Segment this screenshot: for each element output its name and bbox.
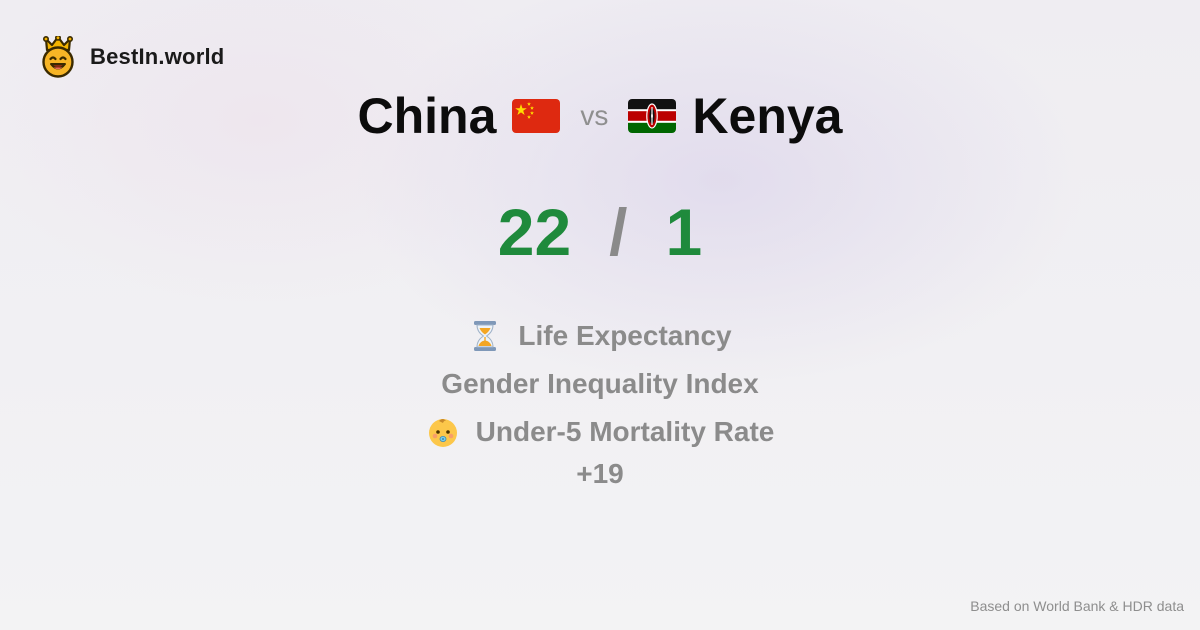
metric-item-life-expectancy[interactable]: Life Expectancy xyxy=(468,312,732,360)
metric-label: Life Expectancy xyxy=(518,320,732,351)
brand-name: BestIn.world xyxy=(90,44,225,69)
metric-label: Under-5 Mortality Rate xyxy=(475,416,775,447)
data-source-note: Based on World Bank & HDR data xyxy=(970,598,1184,614)
score-display: 22 / 1 xyxy=(0,192,1200,272)
crowned-smiley-logo-icon xyxy=(42,36,74,78)
right-score: 1 xyxy=(665,195,703,269)
china-flag-icon xyxy=(512,99,561,133)
metric-item-under5-mortality[interactable]: Under-5 Mortality Rate xyxy=(426,408,775,456)
right-country-name[interactable]: Kenya xyxy=(692,88,843,144)
metrics-list: Life Expectancy Gender Inequality Index … xyxy=(0,312,1200,504)
left-country-name[interactable]: China xyxy=(357,88,497,144)
comparison-title: China vs Kenya xyxy=(0,84,1200,148)
kenya-flag-icon xyxy=(628,99,677,133)
baby-icon xyxy=(428,419,457,447)
vs-label: vs xyxy=(580,100,609,131)
metric-item-gender-inequality-index[interactable]: Gender Inequality Index xyxy=(441,360,758,408)
brand[interactable]: BestIn.world xyxy=(38,36,224,78)
left-score: 22 xyxy=(497,195,572,269)
metric-label: Gender Inequality Index xyxy=(441,368,759,399)
hourglass-icon xyxy=(474,321,497,351)
score-separator: / xyxy=(609,195,628,269)
more-metrics-count[interactable]: +19 xyxy=(576,458,624,489)
